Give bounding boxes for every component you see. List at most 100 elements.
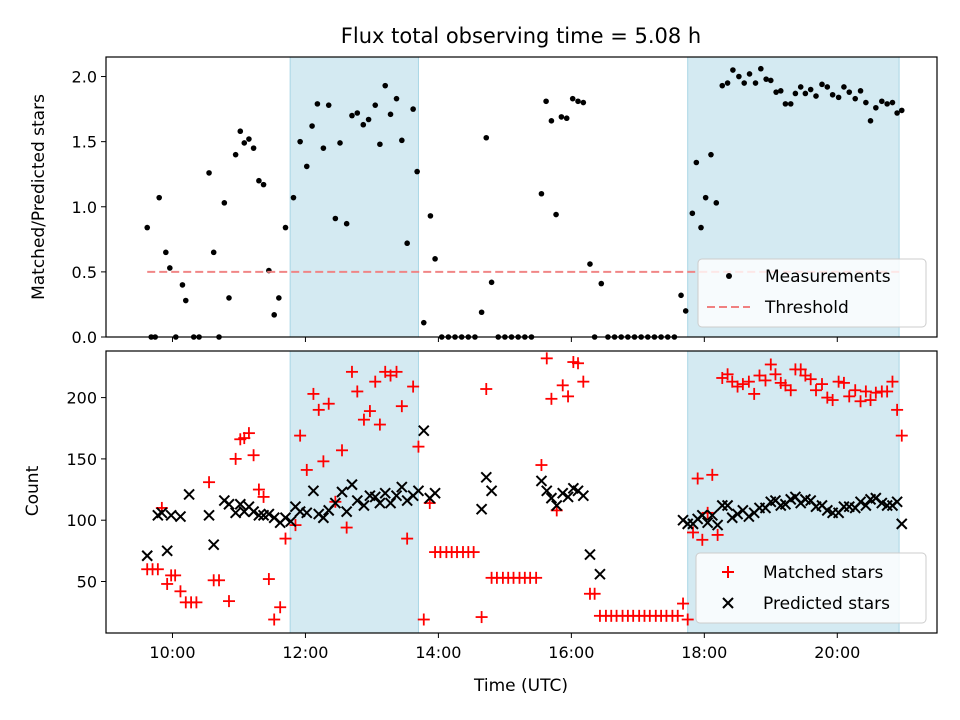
measurement-point <box>163 249 169 256</box>
measurement-point <box>829 91 836 98</box>
legend-threshold-label: Threshold <box>764 298 849 318</box>
measurement-point <box>782 101 789 107</box>
measurement-point <box>819 81 825 88</box>
measurement-point <box>752 80 759 86</box>
measurement-point <box>693 159 700 166</box>
measurement-point <box>702 194 709 201</box>
x-tick-label: 20:00 <box>814 643 860 662</box>
measurement-point <box>372 102 379 108</box>
measurement-point <box>320 145 327 151</box>
matched-point <box>881 385 894 398</box>
matched-point <box>677 597 690 610</box>
predicted-point <box>207 539 220 551</box>
predicted-point <box>336 486 348 498</box>
predicted-point <box>854 496 867 508</box>
predicted-point <box>161 545 173 557</box>
measurement-point <box>256 177 262 184</box>
predicted-point <box>577 489 590 502</box>
matched-point <box>769 368 782 381</box>
y-tick-label: 0.0 <box>72 328 97 347</box>
matched-point <box>736 378 749 391</box>
matched-point <box>213 574 226 587</box>
measurement-point <box>719 82 726 89</box>
predicted-point <box>183 488 195 501</box>
matched-point <box>832 375 845 388</box>
matched-point <box>535 459 548 472</box>
measurement-point <box>730 67 736 73</box>
predicted-point <box>358 499 370 512</box>
matched-point <box>480 383 493 396</box>
predicted-point <box>174 510 187 523</box>
matched-point <box>804 373 817 386</box>
matched-point <box>784 384 797 397</box>
matched-point <box>691 472 704 485</box>
predicted-point <box>247 505 260 518</box>
x-axis-label: Time (UTC) <box>473 676 568 696</box>
measurement-point <box>807 86 814 93</box>
predicted-point <box>317 512 330 524</box>
measurement-point <box>736 73 742 80</box>
measurement-point <box>478 309 485 316</box>
measurement-point <box>404 240 410 247</box>
predicted-point <box>340 505 353 518</box>
matched-point <box>562 390 575 403</box>
measurement-point <box>884 101 890 107</box>
matched-point <box>779 379 792 392</box>
matched-point <box>826 394 839 407</box>
measurement-point <box>898 107 905 114</box>
matched-point <box>351 385 364 398</box>
predicted-point <box>379 487 391 499</box>
matched-point <box>274 601 287 614</box>
matched-point <box>572 357 585 370</box>
matched-point <box>395 400 408 413</box>
measurement-point <box>873 104 879 111</box>
predicted-point <box>891 496 903 508</box>
measurement-point <box>575 98 581 105</box>
measurement-point <box>598 280 605 287</box>
legend-measurements-label: Measurements <box>765 267 891 287</box>
matched-point <box>891 403 904 416</box>
matched-point <box>268 613 281 626</box>
matched-point <box>748 387 761 400</box>
measurement-point <box>580 99 587 106</box>
measurement-point <box>792 90 799 97</box>
predicted-point <box>329 497 342 509</box>
matched-point <box>151 563 164 576</box>
matched-point <box>247 449 260 462</box>
predicted-point <box>535 475 548 487</box>
measurement-point <box>167 265 173 271</box>
x-tick-label: 12:00 <box>282 643 328 662</box>
matched-point <box>696 533 709 546</box>
predicted-point <box>412 485 425 497</box>
predicted-point <box>545 492 558 504</box>
predicted-point <box>541 485 553 497</box>
matched-point <box>681 613 694 626</box>
measurement-point <box>354 110 361 116</box>
measurement-point <box>432 256 438 262</box>
matched-point <box>203 476 216 489</box>
measurement-point <box>713 200 720 206</box>
matched-point <box>312 403 325 416</box>
measurement-point <box>290 194 297 201</box>
measurement-point <box>276 295 282 301</box>
measurement-point <box>768 77 774 84</box>
predicted-point <box>485 485 498 497</box>
predicted-point <box>557 487 569 499</box>
measurement-point <box>393 95 400 102</box>
measurement-point <box>889 99 896 106</box>
predicted-point <box>346 478 358 491</box>
measurement-point <box>325 102 332 108</box>
legend-measurements-marker <box>726 273 732 279</box>
predicted-point <box>562 491 574 503</box>
x-tick-label: 14:00 <box>415 643 461 662</box>
predicted-point <box>711 519 724 531</box>
matched-point <box>294 429 307 442</box>
matched-point <box>300 463 313 476</box>
y-tick-label: 2.0 <box>72 68 97 87</box>
measurement-point <box>387 111 394 118</box>
x-tick-label: 18:00 <box>681 643 727 662</box>
measurement-point <box>179 282 186 288</box>
measurement-point <box>365 116 372 123</box>
measurement-point <box>678 292 684 299</box>
